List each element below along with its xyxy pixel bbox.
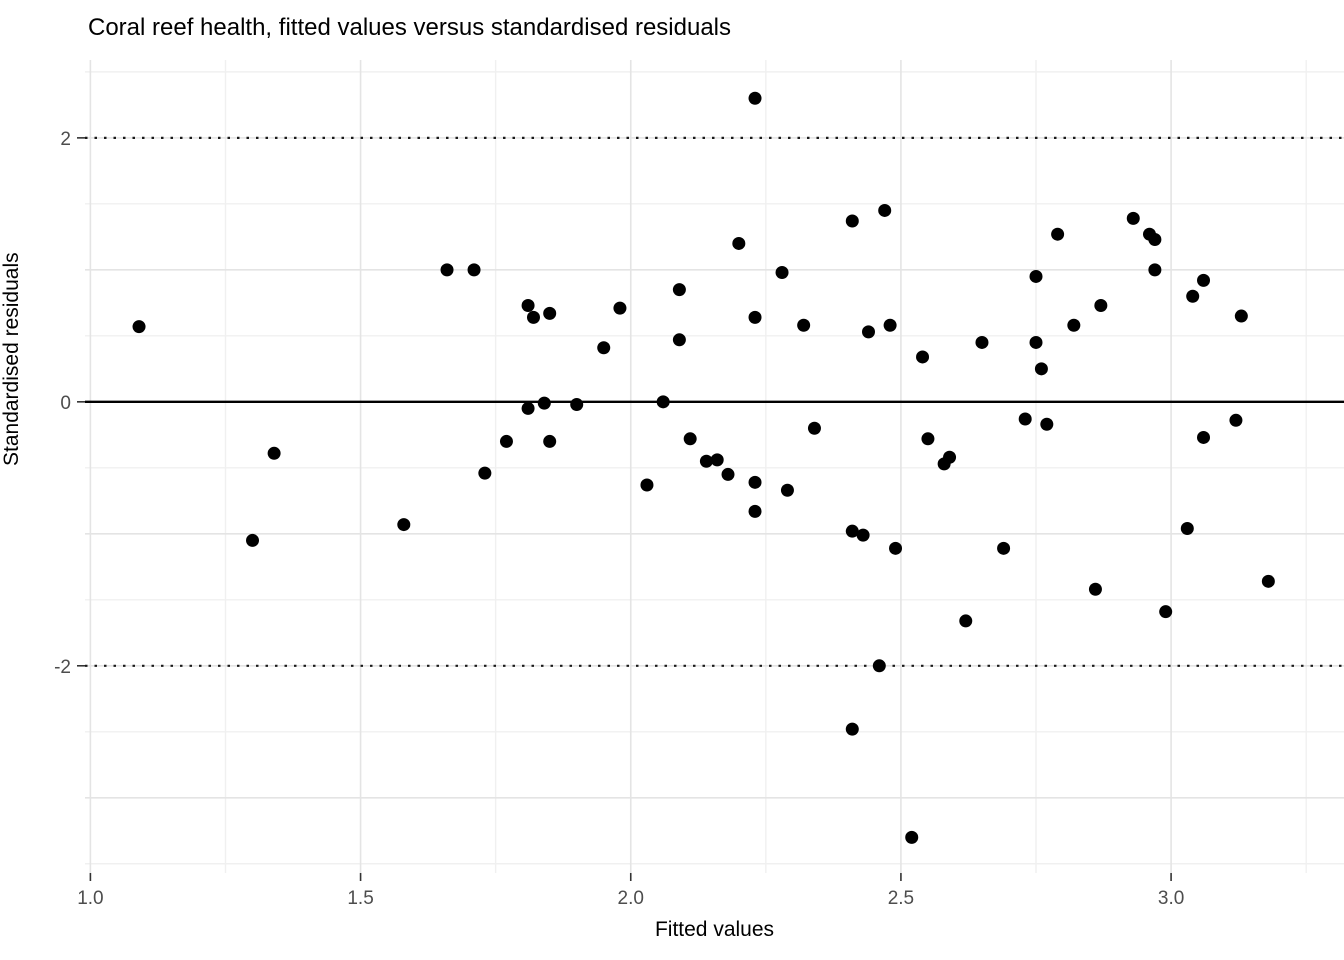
data-point bbox=[872, 659, 886, 673]
data-point bbox=[775, 265, 789, 279]
data-point bbox=[721, 467, 735, 481]
data-point bbox=[267, 446, 281, 460]
data-point bbox=[975, 335, 989, 349]
data-point bbox=[537, 396, 551, 410]
data-point bbox=[499, 434, 513, 448]
data-point bbox=[883, 318, 897, 332]
data-point bbox=[640, 478, 654, 492]
data-point bbox=[699, 454, 713, 468]
data-point bbox=[916, 350, 930, 364]
data-point bbox=[467, 263, 481, 277]
data-point bbox=[1094, 298, 1108, 312]
data-point bbox=[597, 341, 611, 355]
data-point bbox=[748, 475, 762, 489]
data-point bbox=[526, 310, 540, 324]
x-tick-label: 3.0 bbox=[1158, 888, 1184, 909]
data-point bbox=[1148, 232, 1162, 246]
data-point bbox=[889, 541, 903, 555]
x-tick-label: 1.0 bbox=[77, 888, 103, 909]
data-point bbox=[959, 614, 973, 628]
data-point bbox=[845, 214, 859, 228]
data-point bbox=[1034, 362, 1048, 376]
data-point bbox=[1186, 289, 1200, 303]
data-point bbox=[397, 518, 411, 532]
data-point bbox=[613, 301, 627, 315]
y-tick-label: 0 bbox=[60, 393, 71, 414]
data-point bbox=[861, 325, 875, 339]
y-tick-label: -2 bbox=[54, 657, 71, 678]
data-point bbox=[905, 830, 919, 844]
data-point bbox=[1234, 309, 1248, 323]
data-point bbox=[132, 320, 146, 334]
data-point bbox=[997, 541, 1011, 555]
data-point bbox=[246, 533, 260, 547]
data-point bbox=[478, 466, 492, 480]
data-point bbox=[1067, 318, 1081, 332]
data-point bbox=[1126, 211, 1140, 225]
chart-title: Coral reef health, fitted values versus … bbox=[88, 14, 732, 41]
data-point bbox=[543, 306, 557, 320]
data-point bbox=[797, 318, 811, 332]
data-point bbox=[710, 453, 724, 467]
data-point bbox=[1029, 269, 1043, 283]
x-tick-label: 1.5 bbox=[347, 888, 373, 909]
x-axis-title: Fitted values bbox=[654, 918, 775, 941]
data-point bbox=[672, 333, 686, 347]
data-point bbox=[748, 504, 762, 518]
data-point bbox=[878, 203, 892, 217]
data-point bbox=[1088, 582, 1102, 596]
data-point bbox=[1040, 417, 1054, 431]
data-point bbox=[1180, 522, 1194, 536]
data-point bbox=[921, 432, 935, 446]
data-point bbox=[845, 524, 859, 538]
data-point bbox=[1148, 263, 1162, 277]
data-point bbox=[1197, 273, 1211, 287]
data-point bbox=[780, 483, 794, 497]
y-tick-label: 2 bbox=[60, 129, 71, 150]
data-point bbox=[748, 310, 762, 324]
data-point bbox=[543, 434, 557, 448]
data-point bbox=[683, 432, 697, 446]
data-point bbox=[656, 395, 670, 409]
data-point bbox=[943, 450, 957, 464]
data-point bbox=[521, 401, 535, 415]
data-point bbox=[1261, 574, 1275, 588]
data-point bbox=[672, 283, 686, 297]
x-tick-label: 2.0 bbox=[618, 888, 644, 909]
data-point bbox=[570, 397, 584, 411]
x-tick-label: 2.5 bbox=[888, 888, 914, 909]
data-point bbox=[856, 528, 870, 542]
data-point bbox=[440, 263, 454, 277]
data-point bbox=[845, 722, 859, 736]
data-point bbox=[1229, 413, 1243, 427]
y-axis-title: Standardised residuals bbox=[0, 252, 23, 466]
data-point bbox=[521, 298, 535, 312]
data-point bbox=[748, 91, 762, 105]
data-point bbox=[1051, 227, 1065, 241]
data-point bbox=[1197, 430, 1211, 444]
data-point bbox=[1029, 335, 1043, 349]
data-point bbox=[1018, 412, 1032, 426]
data-point bbox=[732, 236, 746, 250]
data-point bbox=[1159, 605, 1173, 619]
data-point bbox=[807, 421, 821, 435]
